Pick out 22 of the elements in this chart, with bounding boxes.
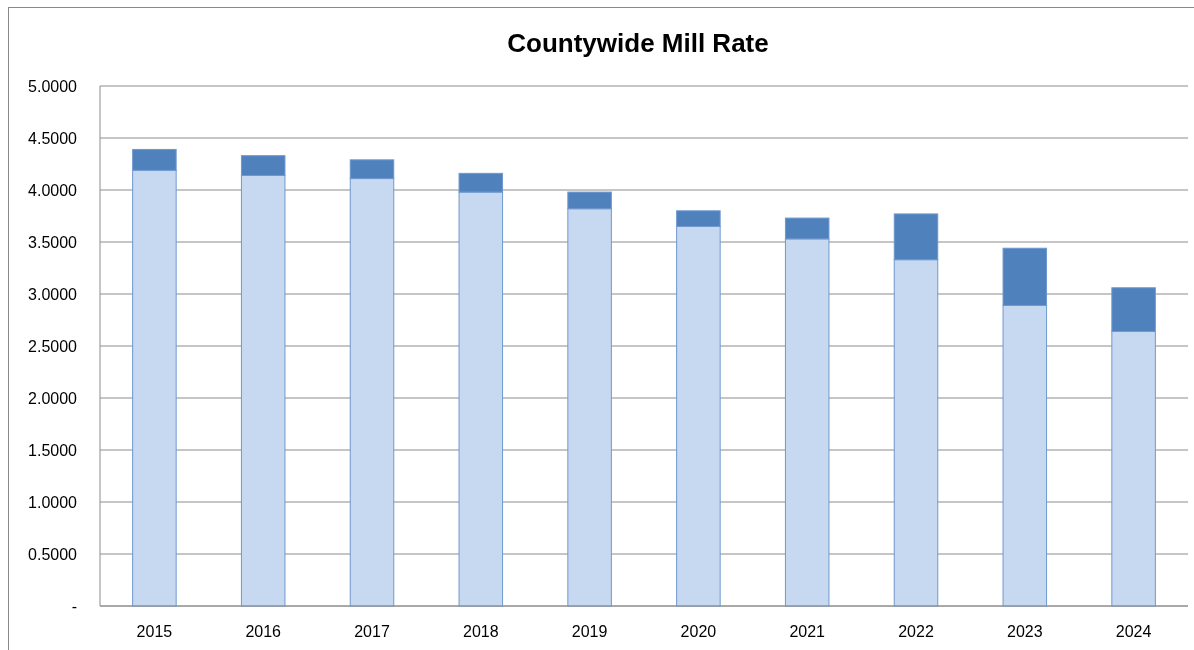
chart-title: Countywide Mill Rate [507, 28, 769, 58]
x-tick-label: 2024 [1115, 622, 1152, 640]
y-tick-label: 4.5000 [28, 129, 78, 147]
y-tick-label: 3.5000 [28, 233, 78, 251]
x-tick-label: 2016 [245, 622, 282, 640]
y-tick-label: 1.5000 [28, 441, 78, 459]
y-tick-label: 4.0000 [28, 181, 78, 199]
x-tick-label: 2021 [789, 622, 826, 640]
y-tick-label: 2.5000 [28, 337, 78, 355]
x-tick-label: 2018 [463, 622, 499, 640]
x-tick-label: 2019 [571, 622, 608, 640]
y-tick-label: 2.0000 [28, 389, 78, 407]
x-tick-label: 2017 [354, 622, 390, 640]
x-tick-label: 2015 [136, 622, 173, 640]
y-tick-label: 3.0000 [28, 285, 78, 303]
y-tick-label: 1.0000 [28, 493, 78, 511]
x-tick-label: 2020 [680, 622, 717, 640]
x-tick-label: 2023 [1007, 622, 1043, 640]
x-tick-label: 2022 [898, 622, 934, 640]
y-tick-label: - [71, 597, 77, 615]
y-tick-label: 0.5000 [28, 545, 78, 563]
y-tick-label: 5.0000 [28, 77, 78, 95]
